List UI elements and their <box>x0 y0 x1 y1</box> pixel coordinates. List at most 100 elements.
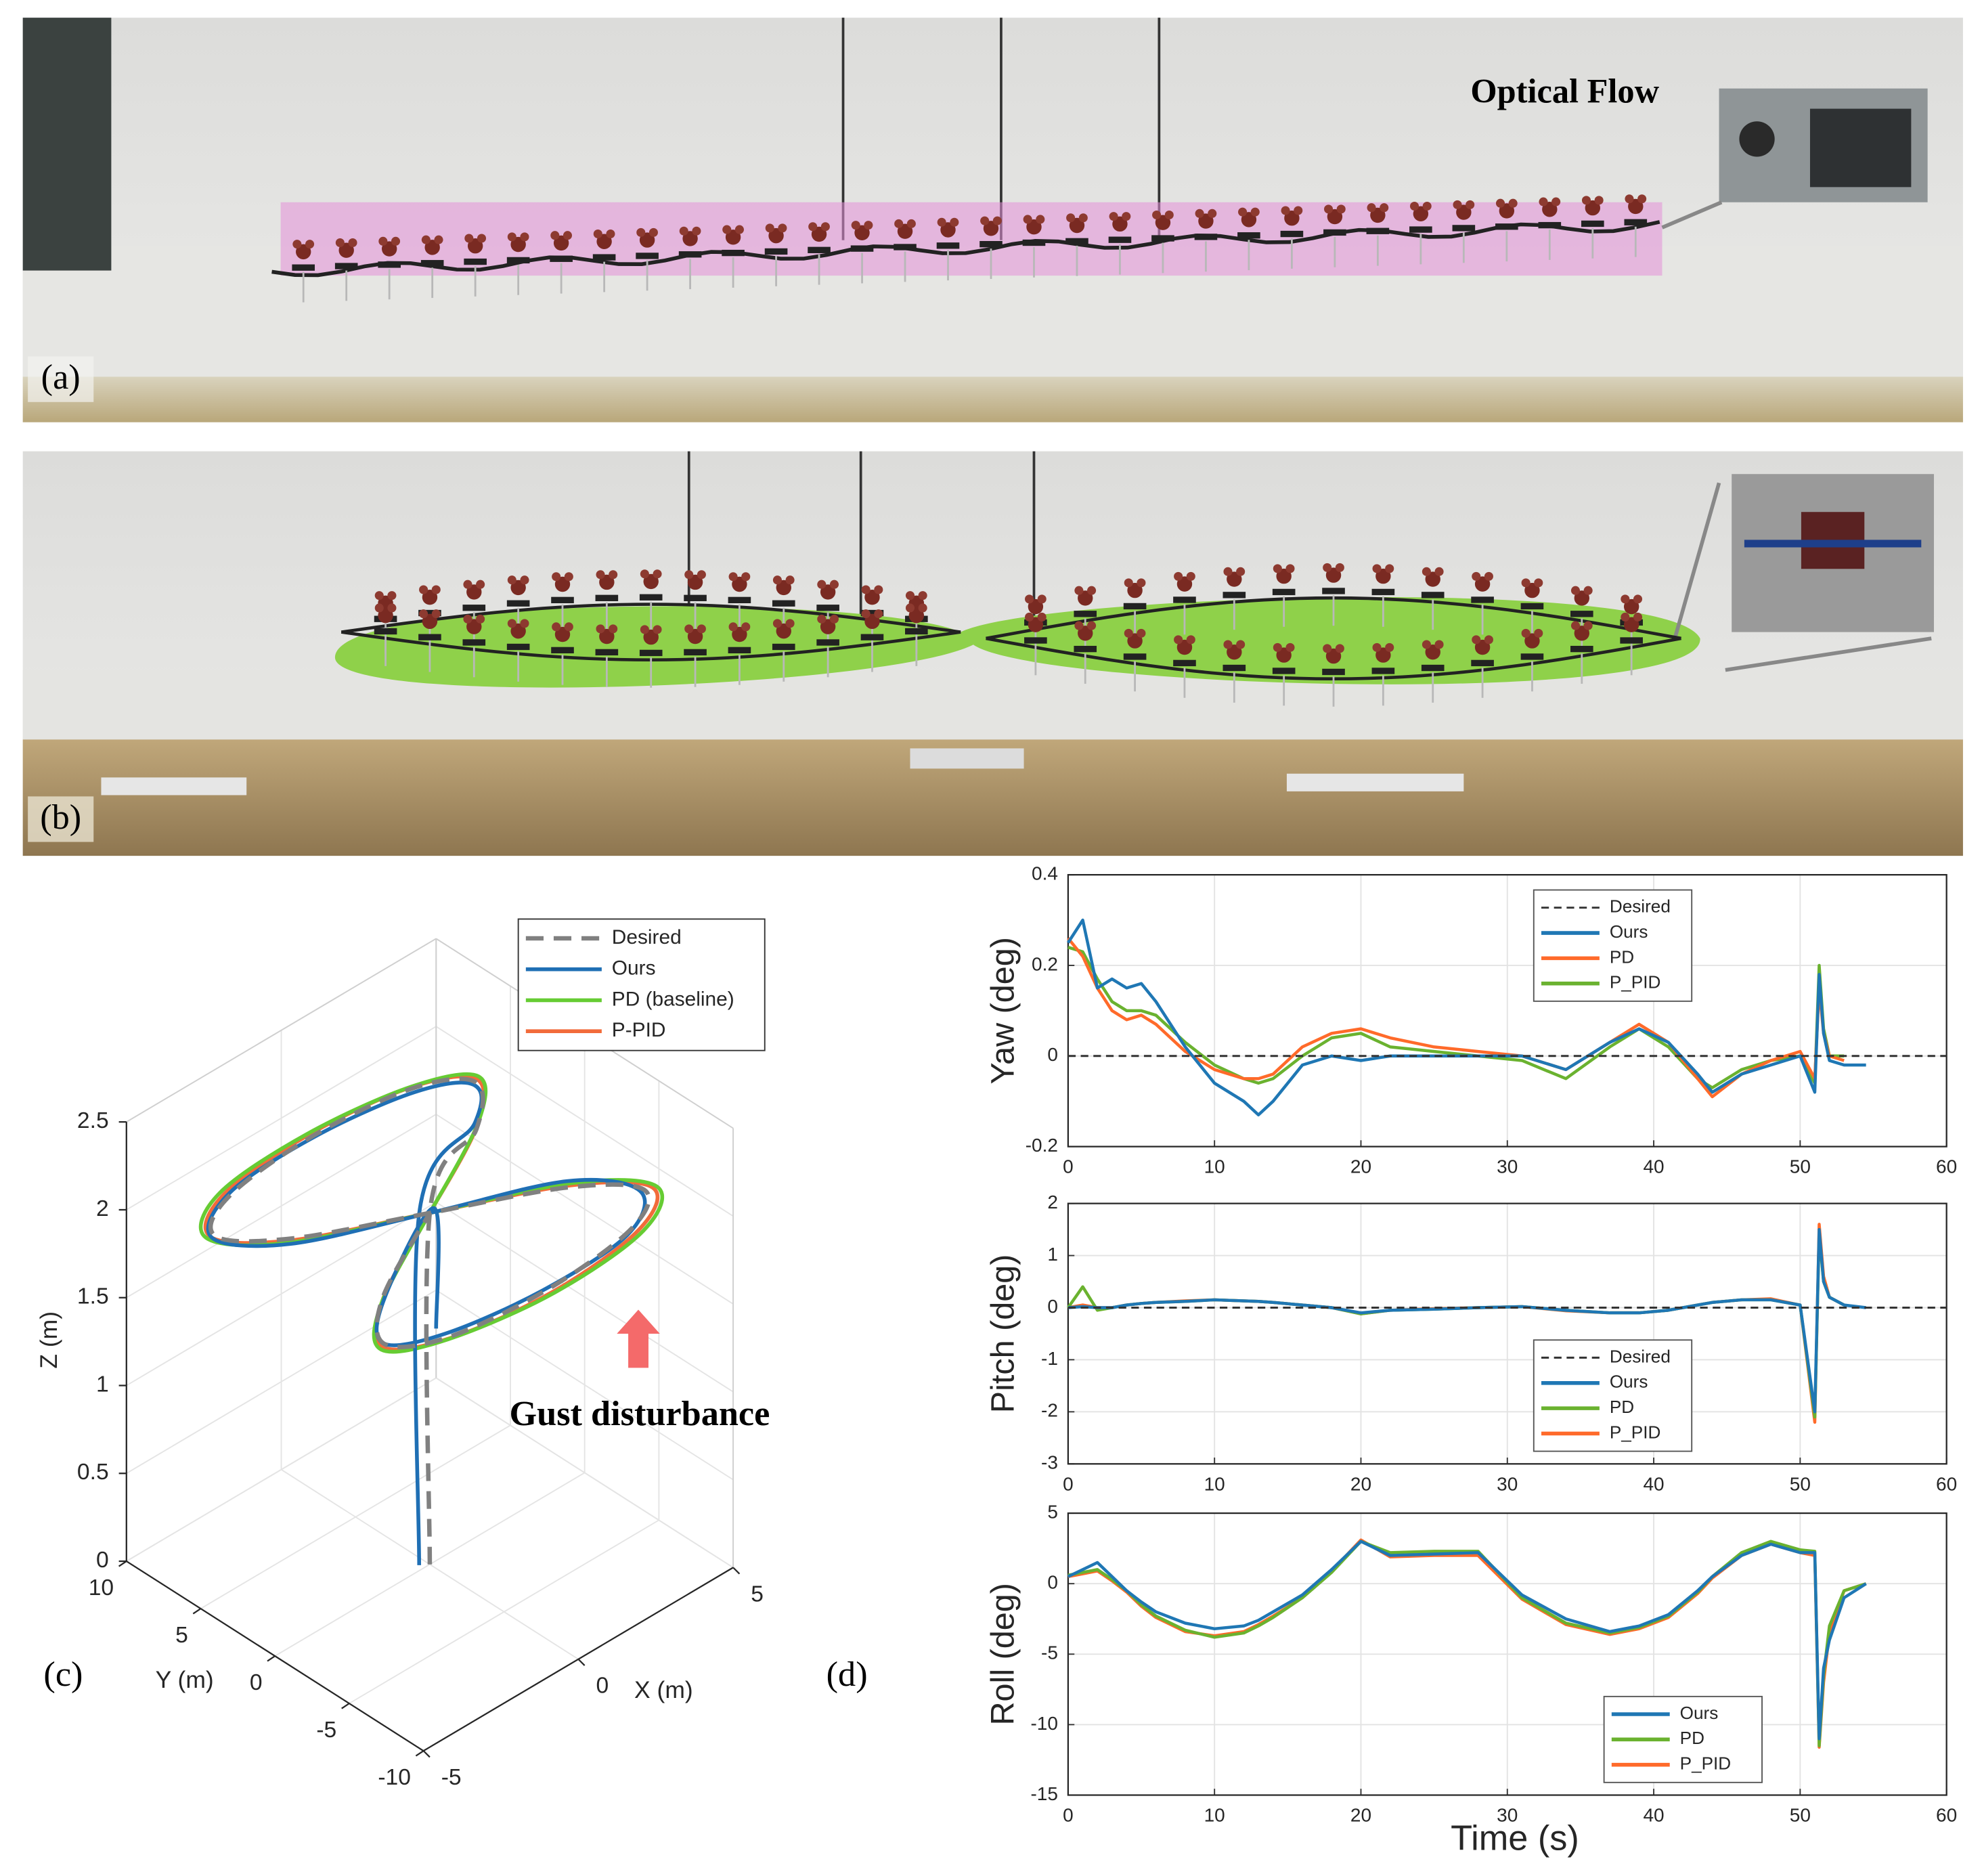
drone-top <box>387 591 397 601</box>
y-tick-label: 10 <box>89 1575 114 1600</box>
drone-top <box>1025 594 1034 604</box>
y-tick-label: 2 <box>1047 1192 1058 1213</box>
drone-top <box>1036 215 1045 224</box>
legend-box <box>517 918 766 1051</box>
drone-frame <box>1570 645 1593 653</box>
drone-top <box>1539 197 1548 206</box>
drone-top <box>1570 621 1581 630</box>
drone-top <box>1087 586 1097 595</box>
x-tick-label: 60 <box>1936 1805 1957 1826</box>
drone-top <box>554 626 571 642</box>
drone-top <box>1124 628 1133 638</box>
legend-label: Ours <box>1610 921 1648 942</box>
z-tick-label: 1 <box>96 1372 109 1397</box>
drone-top <box>1198 213 1214 229</box>
drone-top <box>1425 644 1440 660</box>
x-tick-label: 40 <box>1643 1805 1664 1826</box>
panel-label: (c) <box>43 1655 83 1694</box>
drone-frame <box>1280 230 1304 238</box>
drone-frame <box>1371 668 1395 674</box>
inset-pointer <box>1725 636 1932 672</box>
annotation: Optical Flow <box>1470 72 1659 110</box>
drone-top <box>643 573 659 590</box>
drone-top <box>778 223 787 233</box>
drone-top <box>1534 628 1543 638</box>
drone-top <box>1174 571 1183 581</box>
drone-frame <box>1074 645 1097 653</box>
drone-top <box>596 624 605 634</box>
drone-frame <box>636 253 659 259</box>
drone-top <box>1124 578 1133 588</box>
drone-top <box>950 217 959 227</box>
drone-top <box>820 584 836 600</box>
z-tick-label: 2 <box>96 1196 109 1221</box>
drone-top <box>785 575 795 585</box>
drone-top <box>431 609 441 619</box>
x-tick-label: 0 <box>1063 1473 1074 1494</box>
drone-frame <box>850 245 874 252</box>
legend-label: PD <box>1680 1728 1704 1748</box>
drone-top <box>1186 571 1195 581</box>
drone-frame <box>1471 596 1494 603</box>
drone-top <box>1186 635 1195 645</box>
drone-top <box>464 234 474 243</box>
drone-frame <box>1452 225 1476 232</box>
drone-top <box>431 585 441 594</box>
drone-frame <box>722 249 745 257</box>
drone-top <box>434 235 443 244</box>
drone-frame <box>1322 668 1345 676</box>
drone-top <box>1223 567 1233 576</box>
drone-top <box>1625 194 1634 204</box>
drone-top <box>1273 642 1282 652</box>
drone-top <box>378 607 393 624</box>
drone-top <box>1238 207 1248 217</box>
tick-mark <box>422 1750 431 1758</box>
dark-wall <box>22 18 112 271</box>
y-tick-label: 1 <box>1047 1244 1058 1265</box>
drone-frame <box>764 248 788 255</box>
x-tick-label: 40 <box>1643 1156 1664 1177</box>
drone-top <box>1499 203 1515 219</box>
tick-mark <box>118 1561 127 1567</box>
slab <box>101 777 247 795</box>
drone-top <box>1026 219 1042 235</box>
drone-top <box>564 572 573 582</box>
drone-top <box>1324 204 1334 214</box>
drone-top <box>422 613 438 630</box>
drone-top <box>894 219 904 228</box>
drone-top <box>564 622 573 632</box>
y-tick-label: -2 <box>1041 1400 1058 1421</box>
axes-frame <box>1067 1512 1947 1796</box>
drone-frame <box>462 605 486 611</box>
drone-top <box>1137 628 1146 638</box>
drone-top <box>861 585 871 594</box>
drone-top <box>1413 206 1429 221</box>
drone-top <box>1581 196 1591 205</box>
drone-top <box>980 216 990 225</box>
grid-line <box>435 1026 734 1217</box>
drone-frame <box>728 647 751 654</box>
drone-frame <box>1123 653 1147 660</box>
drone-top <box>467 238 483 254</box>
x-tick-label: 30 <box>1497 1156 1518 1177</box>
drone-frame <box>905 628 928 635</box>
x-tick-label: 60 <box>1936 1473 1957 1494</box>
drone-top <box>1241 212 1257 227</box>
drone-frame <box>1624 219 1648 225</box>
drone-top <box>639 232 655 248</box>
panel-label: (a) <box>41 357 81 397</box>
x-tick-label: 10 <box>1204 1805 1225 1826</box>
drone-frame <box>728 596 751 604</box>
y-tick-label: 0 <box>250 1670 263 1695</box>
drone-top <box>1372 564 1382 573</box>
drone-frame <box>1151 235 1174 242</box>
drone-top <box>636 227 646 237</box>
legend-label: P_PID <box>1680 1753 1732 1774</box>
drone-top <box>378 236 388 246</box>
drone-top <box>1385 642 1394 652</box>
drone-top <box>1078 626 1093 641</box>
y-axis-label: Yaw (deg) <box>984 937 1021 1085</box>
x-tick-label: 20 <box>1350 1805 1371 1826</box>
drone-top <box>697 570 706 580</box>
